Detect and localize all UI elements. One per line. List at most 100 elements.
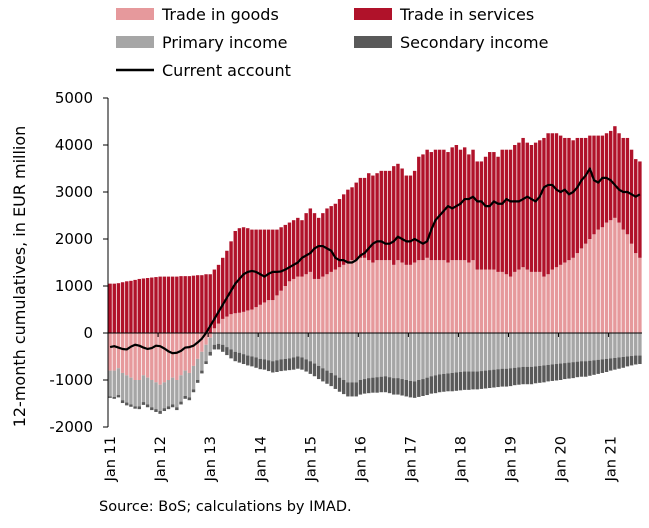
bar-trade-in-goods bbox=[221, 318, 225, 333]
bar-secondary-income bbox=[429, 376, 434, 394]
bar-primary-income bbox=[596, 333, 600, 360]
bar-secondary-income bbox=[563, 363, 567, 380]
bar-trade-in-services bbox=[421, 154, 425, 261]
bar-secondary-income bbox=[542, 365, 546, 383]
bar-trade-in-goods bbox=[145, 333, 150, 378]
bar-trade-in-goods bbox=[321, 276, 325, 333]
bar-trade-in-services bbox=[433, 149, 438, 261]
bar-primary-income bbox=[271, 333, 275, 362]
bar-trade-in-services bbox=[387, 170, 392, 261]
bar-primary-income bbox=[400, 333, 404, 380]
bar-trade-in-goods bbox=[508, 276, 513, 333]
bar-primary-income bbox=[150, 380, 154, 408]
bar-secondary-income bbox=[529, 366, 534, 385]
bar-secondary-income bbox=[166, 406, 171, 410]
bar-secondary-income bbox=[567, 362, 571, 379]
bar-trade-in-goods bbox=[442, 260, 446, 333]
bar-secondary-income bbox=[492, 369, 496, 388]
bar-primary-income bbox=[337, 333, 342, 378]
bar-trade-in-goods bbox=[450, 260, 454, 333]
bar-trade-in-goods bbox=[425, 257, 429, 333]
bar-trade-in-goods bbox=[162, 333, 167, 383]
x-tick-label: Jan 18 bbox=[454, 436, 470, 482]
bar-secondary-income bbox=[596, 359, 600, 374]
bar-secondary-income bbox=[634, 355, 638, 365]
bar-primary-income bbox=[583, 333, 588, 362]
bar-primary-income bbox=[392, 333, 396, 379]
bar-trade-in-services bbox=[108, 283, 112, 333]
bar-trade-in-goods bbox=[408, 264, 413, 333]
bar-primary-income bbox=[350, 333, 354, 383]
y-axis-title: 12-month cumulatives, in EUR million bbox=[10, 126, 29, 428]
y-tick-label: -2000 bbox=[49, 418, 93, 436]
bar-secondary-income bbox=[579, 361, 584, 377]
bar-trade-in-services bbox=[166, 276, 171, 333]
bar-secondary-income bbox=[158, 411, 162, 414]
bar-secondary-income bbox=[308, 361, 313, 374]
bar-trade-in-services bbox=[600, 135, 605, 228]
bar-trade-in-services bbox=[483, 156, 488, 270]
x-tick-label: Jan 20 bbox=[554, 436, 570, 482]
bar-primary-income bbox=[571, 333, 575, 363]
bar-primary-income bbox=[129, 377, 133, 405]
bar-secondary-income bbox=[170, 404, 175, 408]
bar-secondary-income bbox=[316, 365, 321, 380]
bar-primary-income bbox=[354, 333, 358, 383]
x-tick-label: Jan 16 bbox=[353, 436, 369, 482]
bar-trade-in-goods bbox=[329, 271, 333, 333]
bar-trade-in-services bbox=[529, 145, 534, 272]
bar-trade-in-goods bbox=[229, 314, 233, 333]
bar-trade-in-goods bbox=[429, 260, 434, 333]
bar-trade-in-services bbox=[354, 182, 358, 261]
y-tick-label: -1000 bbox=[49, 371, 93, 389]
legend-label: Trade in services bbox=[399, 5, 534, 24]
y-tick-label: 3000 bbox=[55, 183, 93, 201]
bar-primary-income bbox=[225, 333, 229, 348]
bar-secondary-income bbox=[254, 357, 258, 368]
bar-primary-income bbox=[500, 333, 504, 369]
bar-secondary-income bbox=[588, 360, 592, 376]
bar-secondary-income bbox=[417, 380, 421, 397]
bar-trade-in-services bbox=[316, 217, 321, 279]
bar-trade-in-services bbox=[287, 222, 292, 282]
bar-trade-in-services bbox=[504, 149, 509, 275]
bar-primary-income bbox=[216, 333, 221, 344]
bar-primary-income bbox=[275, 333, 279, 361]
bar-primary-income bbox=[279, 333, 283, 360]
bar-trade-in-goods bbox=[387, 260, 392, 333]
bar-secondary-income bbox=[266, 360, 271, 372]
bar-primary-income bbox=[179, 375, 183, 402]
bar-primary-income bbox=[367, 333, 371, 379]
bar-trade-in-services bbox=[404, 175, 408, 265]
x-tick-label: Jan 13 bbox=[203, 436, 219, 482]
bar-trade-in-goods bbox=[371, 262, 375, 333]
bar-trade-in-services bbox=[296, 217, 300, 277]
bar-trade-in-goods bbox=[279, 290, 283, 333]
bar-trade-in-goods bbox=[241, 311, 246, 333]
bar-secondary-income bbox=[154, 409, 158, 412]
bar-trade-in-goods bbox=[404, 264, 408, 333]
bar-trade-in-goods bbox=[571, 257, 575, 333]
bar-primary-income bbox=[187, 372, 192, 398]
axes: -2000 -1000 0 1000 2000 3000 4000 5000 Jan 11 Jan… bbox=[49, 89, 642, 482]
x-tick-label: Jan 11 bbox=[103, 436, 119, 482]
bar-trade-in-services bbox=[583, 137, 588, 244]
bar-trade-in-goods bbox=[554, 267, 559, 333]
bar-trade-in-goods bbox=[183, 333, 187, 371]
bar-secondary-income bbox=[162, 408, 167, 412]
bar-secondary-income bbox=[179, 401, 183, 405]
bar-trade-in-goods bbox=[479, 269, 484, 333]
bar-trade-in-goods bbox=[617, 222, 621, 333]
bar-trade-in-goods bbox=[137, 333, 141, 380]
bar-trade-in-goods bbox=[446, 262, 450, 333]
bar-trade-in-services bbox=[488, 152, 492, 270]
bar-primary-income bbox=[533, 333, 538, 367]
bar-secondary-income bbox=[120, 400, 125, 404]
bar-trade-in-services bbox=[258, 229, 262, 305]
bar-primary-income bbox=[246, 333, 250, 356]
bar-primary-income bbox=[221, 333, 225, 345]
bar-trade-in-goods bbox=[246, 310, 250, 333]
bar-trade-in-services bbox=[575, 137, 580, 254]
bar-secondary-income bbox=[471, 371, 475, 390]
bar-secondary-income bbox=[262, 359, 267, 370]
